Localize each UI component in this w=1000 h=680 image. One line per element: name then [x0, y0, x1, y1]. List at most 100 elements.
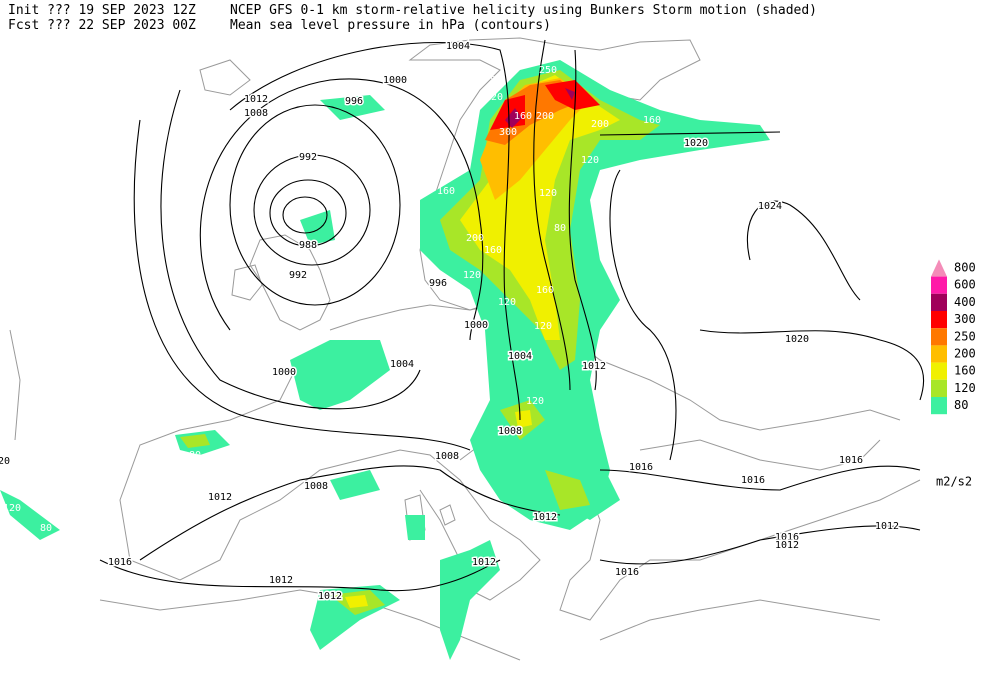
britain	[249, 234, 331, 331]
contour-label: 1000	[383, 75, 407, 86]
contour-label: 1012	[775, 540, 799, 551]
legend-swatch	[931, 276, 947, 294]
contour-label: 988	[299, 240, 317, 251]
isobar	[253, 154, 371, 266]
contour-label: 1000	[272, 367, 296, 378]
north-coast	[329, 299, 901, 431]
isobar	[599, 525, 921, 565]
isobar	[269, 179, 347, 247]
contour-label: 1020	[684, 138, 708, 149]
isobar	[199, 78, 484, 341]
isobar	[229, 104, 401, 306]
legend-swatch	[931, 311, 947, 329]
isobar	[229, 42, 521, 421]
init-time: Init ??? 19 SEP 2023 12Z	[8, 3, 196, 18]
legend-swatch	[931, 397, 947, 415]
helicity-label: 120	[485, 92, 503, 103]
helicity-label: 250	[539, 65, 557, 76]
contour-label: 1012	[208, 492, 232, 503]
helicity-label: 300	[499, 127, 517, 138]
helicity-label: 80	[40, 523, 52, 534]
legend-label: 300	[954, 312, 976, 326]
helicity-label: 80	[554, 223, 566, 234]
isobar	[568, 49, 597, 391]
contour-label: 1016	[775, 532, 799, 543]
legend-label: 160	[954, 364, 976, 378]
helicity-label: 160	[484, 245, 502, 256]
contour-title: Mean sea level pressure in hPa (contours…	[230, 18, 551, 33]
isobars	[99, 39, 925, 592]
contour-label: 1012	[318, 591, 342, 602]
helicity-label: 160	[536, 285, 554, 296]
contour-label: 1012	[244, 94, 268, 105]
shade-400	[505, 88, 575, 128]
helicity-label: 200	[591, 119, 609, 130]
contour-label: 1016	[741, 475, 765, 486]
isobar	[746, 200, 861, 301]
contour-label: 1016	[615, 567, 639, 578]
helicity-label: 200	[466, 233, 484, 244]
isobar	[599, 131, 781, 136]
legend-label: 400	[954, 295, 976, 309]
helicity-label: 120	[534, 321, 552, 332]
contour-label: 996	[345, 96, 363, 107]
contour-label: 1008	[435, 451, 459, 462]
legend-arrow	[931, 259, 947, 277]
helicity-label: 120	[539, 188, 557, 199]
isobar	[133, 119, 471, 451]
legend-label: 600	[954, 278, 976, 292]
legend-swatch	[931, 362, 947, 380]
contour-label: 1000	[464, 320, 488, 331]
helicity-label: 80	[189, 450, 201, 461]
helicity-label: 120	[498, 297, 516, 308]
forecast-time: Fcst ??? 22 SEP 2023 00Z	[8, 18, 196, 33]
contour-label: 996	[429, 278, 447, 289]
contour-label: 20	[0, 456, 10, 467]
contour-label: 1020	[785, 334, 809, 345]
contour-label: 992	[289, 270, 307, 281]
black-sea	[639, 439, 881, 471]
helicity-label: 120	[526, 396, 544, 407]
contour-label: 1012	[582, 361, 606, 372]
contour-label: 1004	[446, 41, 470, 52]
contour-label: 992	[299, 152, 317, 163]
contour-label: 1016	[839, 455, 863, 466]
helicity-label: 80	[389, 349, 401, 360]
isobar	[99, 559, 501, 592]
contour-label: 1012	[472, 557, 496, 568]
contour-label: 1016	[629, 462, 653, 473]
isobar	[599, 465, 921, 491]
legend-swatch	[931, 328, 947, 346]
helicity-label: 120	[3, 503, 21, 514]
legend-label: 120	[954, 381, 976, 395]
legend-label: 80	[954, 398, 968, 412]
shade-80-south	[0, 95, 620, 660]
contour-label: 1012	[269, 575, 293, 586]
isobar	[160, 89, 421, 410]
contour-label: 1008	[244, 108, 268, 119]
contour-label: 1008	[498, 426, 522, 437]
helicity-label: 160	[643, 115, 661, 126]
legend-unit: m2/s2	[936, 475, 972, 489]
contour-label: 1004	[508, 351, 532, 362]
legend-swatch	[931, 293, 947, 311]
color-legend: 800 600 400 300 250 200 160 120 80 m2/s2	[931, 259, 976, 489]
helicity-label: 200	[536, 111, 554, 122]
contour-label: 1012	[533, 512, 557, 523]
contour-label: 1024	[758, 201, 782, 212]
isobar	[699, 329, 925, 401]
legend-swatch	[931, 345, 947, 363]
helicity-label: 120	[581, 155, 599, 166]
legend-label: 200	[954, 347, 976, 361]
isobar	[282, 196, 328, 234]
isobar	[609, 169, 677, 461]
iceland-greenland	[9, 59, 251, 441]
legend-label: 800	[954, 261, 976, 275]
helicity-label: 160	[514, 111, 532, 122]
helicity-label: 160	[437, 186, 455, 197]
iberia-italy	[119, 359, 541, 601]
legend-label: 250	[954, 329, 976, 343]
shaded-title: NCEP GFS 0-1 km storm-relative helicity …	[230, 3, 817, 18]
contour-label: 1004	[390, 359, 414, 370]
